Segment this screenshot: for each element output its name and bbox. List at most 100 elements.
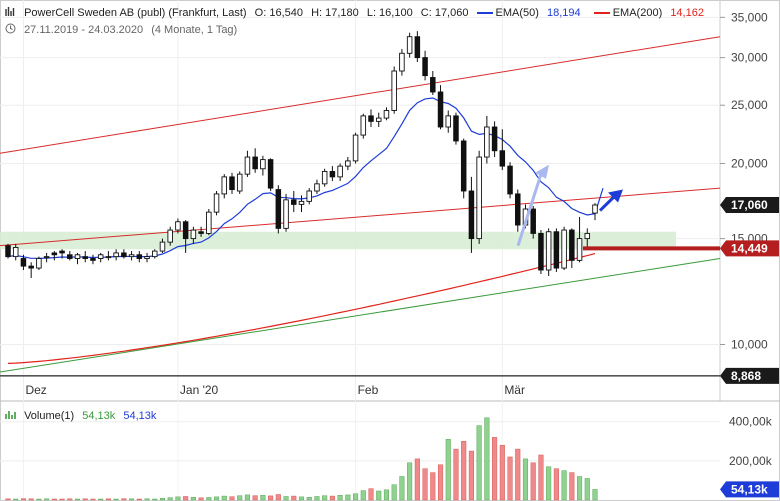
ema200-value: 14,162 — [670, 7, 704, 19]
volume-badge — [720, 481, 779, 498]
volume-bar — [468, 450, 474, 501]
candle-body — [484, 126, 490, 158]
candle-body — [545, 231, 552, 271]
volume-bar — [275, 494, 281, 501]
candle — [291, 191, 297, 213]
candle — [51, 251, 58, 261]
volume-bar — [515, 448, 521, 501]
time-tick-label: Feb — [358, 383, 379, 397]
volume-bar — [98, 498, 104, 501]
candle-body — [229, 176, 235, 191]
volume-bar — [322, 495, 328, 501]
candle-body — [283, 199, 289, 229]
volume-bar — [129, 498, 135, 501]
candle-body — [491, 126, 498, 152]
candle-body — [530, 208, 536, 234]
ema50-label: EMA(50) — [495, 7, 539, 19]
volume-bar — [445, 439, 451, 501]
candle-body — [144, 256, 150, 259]
volume-bar — [546, 466, 552, 501]
candle-body — [360, 115, 367, 136]
candle — [5, 243, 11, 259]
volume-bar — [90, 498, 96, 501]
price-axis: 10,00015,00020,00025,00030,00035,00017,0… — [720, 10, 779, 384]
ohlc-open: O: 16,540 — [254, 7, 303, 19]
volume-bar — [74, 498, 81, 501]
candle — [74, 252, 81, 265]
candle-body — [314, 183, 320, 192]
candle — [553, 228, 560, 272]
candle-body — [167, 229, 173, 243]
candle-body — [221, 176, 228, 195]
volume-label: Volume(1) — [24, 410, 75, 422]
candle-body — [252, 156, 258, 170]
candle — [321, 168, 328, 187]
ema200-label: EMA(200) — [612, 7, 663, 19]
price-badge — [720, 197, 779, 214]
volume-bar — [507, 456, 513, 501]
candle — [182, 220, 189, 253]
candle-body — [445, 115, 452, 128]
candle — [383, 107, 390, 121]
candle — [90, 254, 96, 265]
candle-body — [306, 190, 312, 202]
light-blue-arrow-shaft — [516, 173, 543, 247]
volume-bar — [44, 498, 50, 501]
candle — [283, 193, 289, 232]
candle-body — [113, 252, 119, 258]
candle — [275, 185, 282, 234]
candle — [491, 121, 498, 158]
candle-body — [321, 170, 328, 185]
volume-bar — [59, 498, 65, 501]
candle — [368, 109, 374, 127]
candle — [67, 251, 73, 261]
price-tick-label: 20,000 — [731, 156, 768, 170]
candle-body — [538, 232, 544, 271]
candle — [507, 162, 513, 199]
price-tick-label: 30,000 — [731, 51, 768, 65]
candle — [175, 218, 181, 234]
volume-bars — [0, 417, 720, 501]
candle — [430, 71, 436, 95]
volume-value-1: 54,13k — [82, 410, 116, 422]
volume-bar — [159, 497, 166, 501]
volume-bar — [183, 496, 189, 501]
chart-icon[interactable] — [5, 6, 16, 17]
candle — [12, 243, 19, 261]
volume-bar — [499, 444, 505, 501]
candle-body — [576, 238, 583, 261]
price-tick-label: 10,000 — [731, 337, 768, 351]
price-badge-label: 14,449 — [731, 241, 768, 255]
candle — [569, 228, 575, 269]
candle-body — [453, 115, 459, 142]
candlesticks — [5, 31, 598, 278]
blue-arrow-shaft — [598, 195, 616, 212]
candle — [453, 112, 459, 145]
volume-bar — [530, 462, 536, 501]
volume-bar — [407, 462, 413, 501]
volume-axis: 200,00k 400,00k 54,13k — [720, 415, 779, 498]
candle — [484, 115, 490, 164]
candle-body — [36, 258, 42, 269]
candle — [561, 226, 567, 271]
candle — [584, 228, 591, 250]
candle-body — [584, 232, 591, 240]
candle-body — [12, 247, 19, 258]
candle — [375, 112, 382, 127]
candle-body — [391, 70, 397, 111]
candle — [59, 249, 65, 259]
candle-body — [430, 77, 436, 93]
candle-body — [337, 165, 343, 178]
candle-body — [399, 52, 405, 72]
volume-bar — [399, 476, 405, 501]
candle-body — [553, 231, 560, 269]
price-tick-label: 35,000 — [731, 10, 768, 24]
volume-bar — [522, 458, 529, 501]
candle — [244, 150, 251, 177]
volume-badge-label: 54,13k — [731, 482, 768, 496]
candle-body — [151, 250, 158, 258]
candle-body — [267, 159, 274, 189]
candle-body — [97, 254, 104, 259]
candle-body — [275, 189, 282, 229]
